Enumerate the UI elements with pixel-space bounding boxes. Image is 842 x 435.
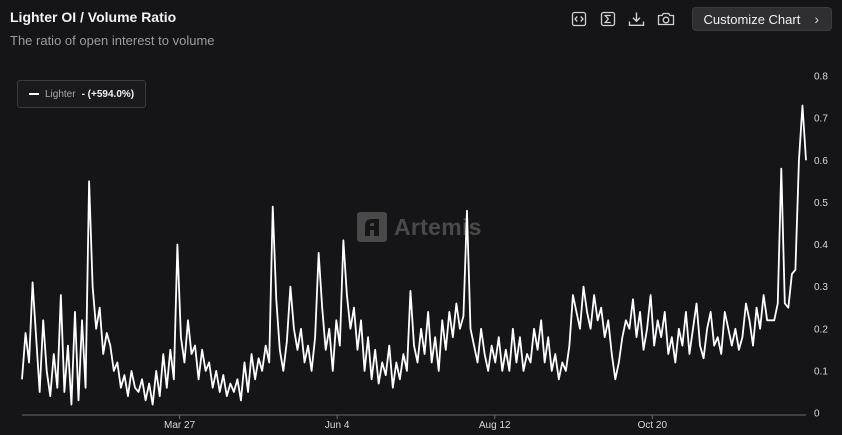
legend-series-value: - (+594.0%)	[81, 88, 135, 100]
series-group	[21, 104, 807, 406]
x-tick-label: Oct 20	[638, 420, 668, 431]
chart-toolbar: Customize Chart ›	[568, 7, 832, 31]
sigma-icon[interactable]	[597, 9, 619, 29]
y-tick-label: 0.7	[814, 114, 828, 125]
y-tick-label: 0.3	[814, 282, 828, 293]
page-title: Lighter OI / Volume Ratio	[10, 9, 177, 25]
y-axis: 0 0.1 0.2 0.3 0.4 0.5 0.6 0.7 0.8	[814, 72, 828, 420]
camera-icon[interactable]	[655, 9, 677, 29]
y-tick-label: 0.6	[814, 156, 828, 167]
artemis-logo-icon	[357, 212, 387, 242]
chevron-right-icon: ›	[814, 11, 819, 27]
series-line-lighter[interactable]	[21, 104, 807, 406]
y-tick-label: 0.1	[814, 366, 828, 377]
customize-chart-button[interactable]: Customize Chart ›	[691, 7, 832, 31]
page-subtitle: The ratio of open interest to volume	[10, 33, 215, 48]
x-tick-label: Aug 12	[479, 420, 511, 431]
y-tick-label: 0.8	[814, 72, 828, 83]
download-icon[interactable]	[626, 9, 648, 29]
x-axis: Mar 27 Jun 4 Aug 12 Oct 20	[22, 414, 806, 431]
chart-legend[interactable]: Lighter - (+594.0%)	[17, 80, 147, 108]
y-tick-label: 0	[814, 409, 820, 420]
y-tick-label: 0.5	[814, 198, 828, 209]
customize-chart-label: Customize Chart	[703, 11, 801, 27]
x-tick-label: Mar 27	[164, 420, 196, 431]
legend-swatch	[29, 93, 39, 95]
x-tick-label: Jun 4	[325, 420, 350, 431]
y-tick-label: 0.4	[814, 240, 828, 251]
y-tick-label: 0.2	[814, 324, 828, 335]
legend-series-name: Lighter	[45, 88, 76, 100]
embed-code-icon[interactable]	[568, 9, 590, 29]
